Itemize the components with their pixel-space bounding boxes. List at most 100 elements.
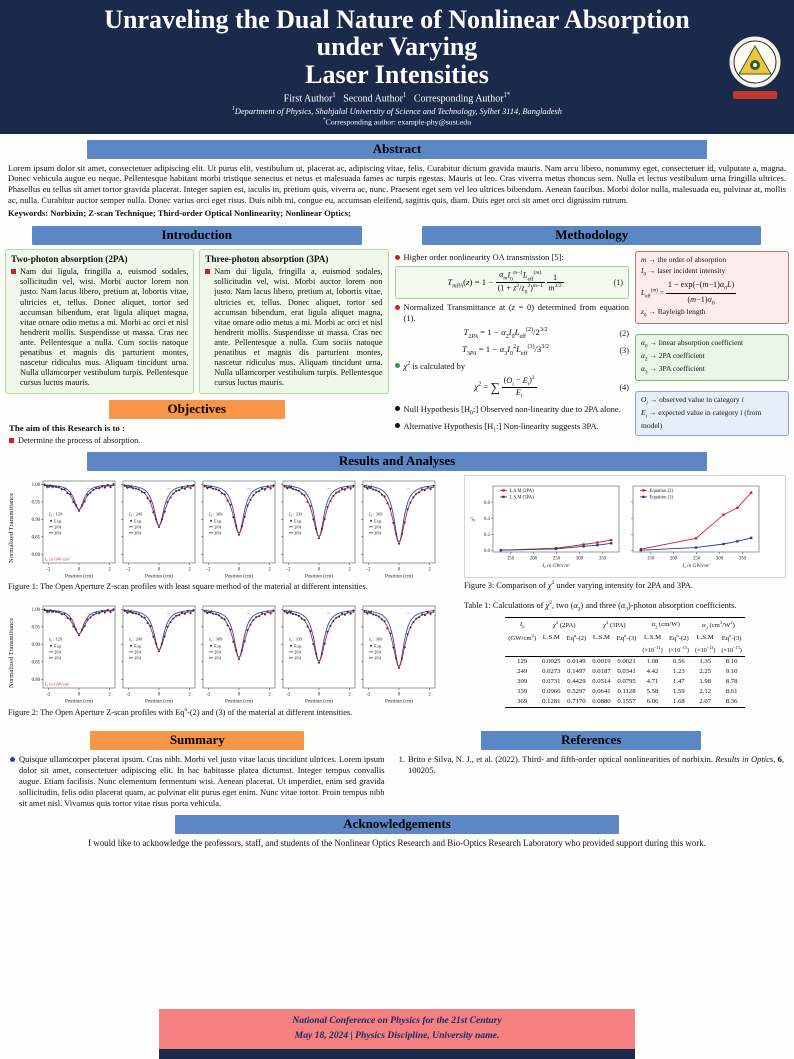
svg-text:3PA: 3PA	[214, 655, 222, 660]
svg-text:(c): (c)	[206, 608, 212, 615]
table-row: 309 0.0731 0.4429 0.0514 0.0795 4.71 1.47 1.98 8…	[517, 678, 738, 686]
svg-text:-2: -2	[286, 692, 291, 697]
poster-title: Unraveling the Dual Nature of Nonlinear …	[74, 6, 720, 88]
svg-text:2PA: 2PA	[54, 524, 62, 529]
table-row: 369 0.1281 0.7170 0.0880 0.1557 6.06 1.68 2.07 8…	[505, 696, 745, 708]
conference-footer: National Conference on Physics for the 2…	[158, 1009, 636, 1049]
objectives-item: Determine the process of absorption.	[18, 435, 141, 445]
svg-text:0.80: 0.80	[32, 553, 41, 558]
svg-text:-2: -2	[46, 567, 51, 572]
svg-text:Position (cm): Position (cm)	[305, 697, 333, 704]
methodology-definitions: m → the order of absorption I0 → laser i…	[635, 249, 789, 437]
svg-text:(e): (e)	[366, 608, 372, 615]
svg-text:Position (cm): Position (cm)	[65, 697, 93, 704]
svg-text:2: 2	[428, 692, 431, 697]
svg-text:(a): (a)	[46, 608, 52, 615]
svg-text:I₀ in GW/cm²: I₀ in GW/cm²	[45, 556, 70, 561]
equation-1: TmPA(z) = 1 − αmI0m−1Leff(m) (1 + z2/z02)…	[394, 265, 629, 300]
svg-text:I₀ : 129: I₀ : 129	[48, 636, 63, 641]
svg-text:←: ←	[246, 485, 252, 491]
green-dot-bullet-icon	[394, 363, 400, 369]
svg-text:Position (cm): Position (cm)	[65, 572, 93, 579]
section-results: Results and Analyses Normalized Transmit…	[0, 446, 794, 726]
methodology-bullet-4: Null Hypothesis [H0:] Observed non-linea…	[403, 403, 621, 417]
section-objectives: Objectives The aim of this Research is t…	[5, 399, 389, 446]
svg-text:(b): (b)	[126, 608, 132, 615]
fig3-plot: 0.0 0.2 0.4 0.6 150 200 250 300 350 I₀ in GW/cm² L…	[464, 474, 786, 578]
intro-methodology-row: Introduction Two-photon absorption (2PA)…	[0, 220, 794, 445]
fig1-caption: Figure 1: The Open Aperture Z-scan profi…	[8, 581, 368, 591]
fig2-panels: 1.00 0.95 0.90 0.85 0.80 -2 0 2 Position (cm) (a)…	[19, 600, 439, 705]
intro-2pa-title: Two-photon absorption (2PA)	[11, 254, 128, 265]
svg-text:-2: -2	[126, 567, 131, 572]
red-square-bullet-icon	[11, 269, 16, 275]
svg-text:0.85: 0.85	[32, 660, 41, 665]
svg-text:I₀ : 369: I₀ : 369	[368, 511, 383, 516]
reference-text: Brito e Silva, N. J., et al. (2022). Thi…	[407, 754, 785, 776]
svg-text:200: 200	[670, 556, 678, 561]
svg-text:0.95: 0.95	[32, 500, 41, 505]
objectives-heading: Objectives	[108, 399, 285, 419]
svg-text:0: 0	[398, 567, 401, 572]
svg-text:2PA: 2PA	[54, 649, 62, 654]
fig2-ylabel: Normalized Transmittance	[8, 617, 15, 688]
red-dot-bullet-icon	[394, 254, 400, 260]
svg-text:I₀ in GW/cm²: I₀ in GW/cm²	[681, 563, 710, 569]
svg-text:Exp.: Exp.	[54, 518, 62, 523]
svg-text:Position (cm): Position (cm)	[385, 572, 413, 579]
svg-text:2PA: 2PA	[134, 649, 142, 654]
intro-3pa-text: Nam dui ligula, fringilla a, euismod sod…	[214, 267, 383, 388]
svg-text:I₀ : 309: I₀ : 309	[208, 636, 223, 641]
svg-text:2: 2	[268, 567, 271, 572]
svg-text:←: ←	[406, 485, 412, 491]
svg-text:150: 150	[507, 556, 515, 561]
svg-text:0: 0	[158, 567, 161, 572]
methodology-heading: Methodology	[422, 226, 762, 246]
svg-text:Exp.: Exp.	[214, 643, 222, 648]
section-references: References 1. Brito e Silva, N. J., et a…	[395, 725, 788, 808]
svg-text:Position (cm): Position (cm)	[225, 572, 253, 579]
svg-text:300: 300	[576, 556, 584, 561]
svg-text:(b): (b)	[126, 483, 132, 490]
svg-text:0.2: 0.2	[484, 533, 491, 538]
svg-text:3PA: 3PA	[374, 530, 382, 535]
methodology-bullet-3: χ2 is calculated by	[403, 360, 466, 371]
footer-line-1: National Conference on Physics for the 2…	[292, 1015, 502, 1027]
def-leff: Leff(m) = 1 − exp(−(m−1)α0L) (m−1)α0	[641, 279, 737, 307]
definitions-box-alpha: α0 → linear absorption coefficient α2 → …	[635, 334, 789, 381]
svg-text:3PA: 3PA	[374, 655, 382, 660]
svg-text:-2: -2	[366, 567, 371, 572]
svg-text:Exp.: Exp.	[54, 643, 62, 648]
def-i0: I0 → laser incident intensity	[641, 266, 726, 278]
footer-strip	[158, 1049, 636, 1059]
svg-text:Exp.: Exp.	[374, 643, 382, 648]
svg-text:-2: -2	[46, 692, 51, 697]
fig2-caption: Figure 2: The Open Aperture Z-scan profi…	[8, 706, 353, 717]
summary-text: Quisque ullamcorper placerat ipsum. Cras…	[19, 754, 385, 808]
svg-text:(a): (a)	[46, 483, 52, 490]
fig1-ylabel: Normalized Transmittance	[8, 492, 15, 563]
svg-text:←: ←	[86, 610, 92, 616]
svg-text:L.S.M (2PA): L.S.M (2PA)	[510, 489, 535, 494]
svg-text:2: 2	[348, 692, 351, 697]
equation-2: T2PA = 1 − α2I0Leff(2)/23/2 (2)	[395, 327, 629, 340]
svg-text:2PA: 2PA	[214, 649, 222, 654]
svg-text:2: 2	[268, 692, 271, 697]
svg-text:3PA: 3PA	[294, 655, 302, 660]
footer-line-2: May 18, 2024 | Physics Discipline, Unive…	[294, 1029, 500, 1041]
svg-text:250: 250	[553, 556, 561, 561]
svg-text:0: 0	[318, 567, 321, 572]
svg-text:0: 0	[238, 692, 241, 697]
reference-number: 1.	[398, 754, 405, 765]
svg-text:250: 250	[693, 556, 701, 561]
svg-text:0.95: 0.95	[32, 625, 41, 630]
introduction-heading: Introduction	[31, 226, 362, 246]
svg-text:←: ←	[406, 610, 412, 616]
svg-text:2PA: 2PA	[374, 524, 382, 529]
red-square-bullet-icon	[205, 269, 211, 275]
intro-3pa-box: Three-photon absorption (3PA) Nam dui li…	[199, 249, 389, 394]
def-oi: Oi → observed value in category i	[641, 394, 744, 407]
fig1-panels: 1.00 0.95 0.90 0.85 0.80 -2 0 2 Position (cm) (a)…	[19, 475, 439, 580]
svg-text:-2: -2	[206, 692, 211, 697]
acknowledgements-text: I would like to acknowledge the professo…	[88, 837, 706, 848]
